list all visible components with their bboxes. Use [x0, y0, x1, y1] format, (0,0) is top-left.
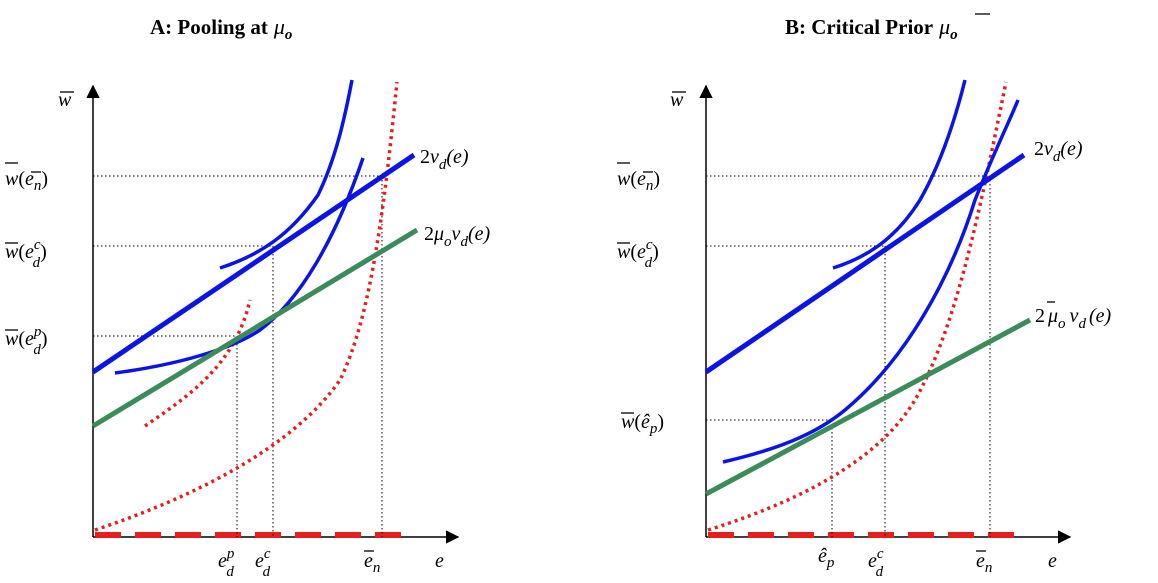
panel-b-label-ehatp: êp — [818, 545, 835, 571]
panel-a: A: Pooling at μo w e w(en) — [5, 14, 490, 580]
panel-a-blue-line — [91, 152, 416, 375]
svg-text:w(ecd): w(ec d) — [617, 237, 659, 271]
panel-a-label-wdp: w(ep d) — [5, 324, 48, 358]
panel-a-x-axis-label: e — [435, 550, 444, 572]
panel-a-label-en: en — [364, 550, 380, 576]
panel-b-label-2vd: 2vd(e) — [1034, 138, 1083, 165]
panel-b-blue-line — [704, 152, 1026, 375]
panel-b-title-mu: μ — [938, 14, 950, 39]
svg-text:w(êp): w(êp) — [621, 411, 664, 437]
panel-b: B: Critical Prior μo w e w(en) — [617, 13, 1111, 580]
svg-text:en: en — [364, 550, 380, 576]
panel-b-label-wn: w(en) — [617, 162, 660, 194]
panel-b-label-2muvd: 2 μo vd (e) — [1035, 301, 1111, 332]
svg-text:w(en): w(en) — [5, 168, 48, 194]
panel-a-label-wn: w(en) — [5, 162, 48, 194]
panel-a-y-axis-label: w — [58, 89, 72, 111]
svg-text:w(epd): w(ep d) — [5, 324, 48, 358]
panel-a-title: A: Pooling at μo — [150, 14, 292, 43]
panel-b-title: B: Critical Prior μo — [785, 14, 958, 43]
panel-b-label-en: en — [976, 550, 992, 576]
panel-b-blue-curve-upper — [832, 79, 967, 270]
panel-b-green-line — [704, 317, 1032, 497]
panel-b-title-mu-sub: o — [950, 27, 958, 43]
panel-b-title-text: B: Critical Prior — [785, 15, 933, 39]
panel-a-title-text: A: Pooling at — [150, 15, 268, 39]
panel-a-green-line — [91, 227, 419, 429]
panel-b-blue-curve-lower — [722, 99, 1020, 464]
panel-a-blue-curve-lower — [114, 157, 365, 375]
svg-text:2μovd(e): 2 μo vd (e) — [1035, 305, 1111, 332]
panel-a-title-mu: μ — [273, 14, 285, 39]
panel-b-x-axis-label: e — [1048, 550, 1057, 572]
panel-b-y-axis-label: w — [670, 89, 684, 111]
panel-a-label-edp: ep d — [218, 546, 235, 580]
panel-b-label-whatp: w(êp) — [621, 411, 664, 437]
panel-a-title-mu-sub: o — [285, 27, 293, 43]
svg-text:w(ecd): w(ec d) — [5, 237, 47, 271]
svg-text:w(en): w(en) — [617, 168, 660, 194]
panel-a-label-edc: ec d — [255, 546, 271, 580]
panel-b-red-dotted — [707, 81, 1008, 532]
panel-a-red-dotted-lower — [94, 81, 399, 532]
panel-a-label-2vd: 2vd(e) — [420, 146, 469, 173]
panel-b-label-wdc: w(ec d) — [617, 237, 659, 271]
svg-text:en: en — [976, 550, 992, 576]
panel-a-label-wdc: w(ec d) — [5, 237, 47, 271]
panel-b-label-edc: ec d — [868, 546, 884, 580]
panel-a-label-2muvd: 2μovd(e) — [424, 223, 490, 250]
panel-a-blue-curve-upper — [219, 79, 354, 270]
